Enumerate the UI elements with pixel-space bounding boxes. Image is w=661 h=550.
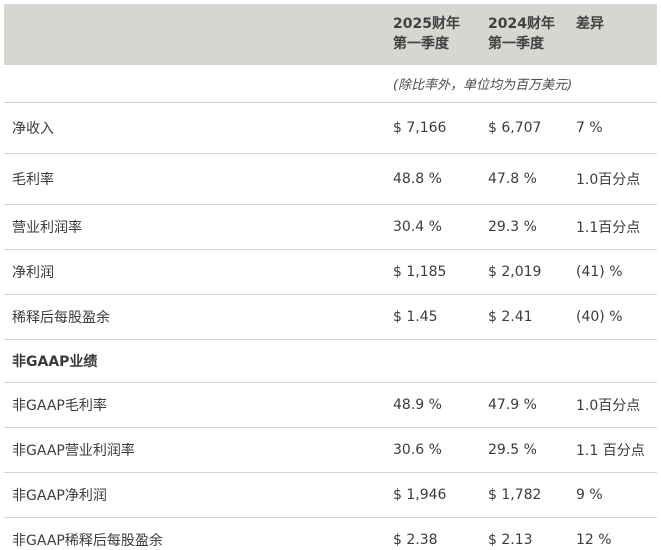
row-label: 非GAAP营业利润率 <box>4 427 385 473</box>
value-fy2024: 29.5 % <box>480 427 568 473</box>
value-fy2024: $ 2,019 <box>480 249 568 295</box>
value-diff: 1.0百分点 <box>568 382 657 428</box>
value-fy2024: $ 2.13 <box>480 517 568 550</box>
value-fy2025: 48.9 % <box>385 382 480 428</box>
table-section-row: 非GAAP业绩 <box>4 339 657 383</box>
header-empty-cell <box>4 4 385 65</box>
units-note-empty-cell <box>4 64 385 103</box>
value-fy2025: $ 1,946 <box>385 472 480 518</box>
value-fy2025: $ 1,185 <box>385 249 480 295</box>
table-row: 非GAAP营业利润率 30.6 % 29.5 % 1.1 百分点 <box>4 427 657 473</box>
value-fy2024: 47.8 % <box>480 153 568 205</box>
value-diff: (41) % <box>568 249 657 295</box>
row-label: 营业利润率 <box>4 204 385 250</box>
value-diff: 1.0百分点 <box>568 153 657 205</box>
header-fy2025-line1: 2025财年 <box>393 16 460 32</box>
table-row: 净收入 $ 7,166 $ 6,707 7 % <box>4 102 657 154</box>
value-fy2025: 48.8 % <box>385 153 480 205</box>
value-fy2024: $ 1,782 <box>480 472 568 518</box>
table-row: 非GAAP稀释后每股盈余 $ 2.38 $ 2.13 12 % <box>4 517 657 550</box>
section-label: 非GAAP业绩 <box>4 339 657 383</box>
row-label: 非GAAP毛利率 <box>4 382 385 428</box>
table-row: 毛利率 48.8 % 47.8 % 1.0百分点 <box>4 153 657 205</box>
value-fy2025: $ 1.45 <box>385 294 480 340</box>
table-row: 营业利润率 30.4 % 29.3 % 1.1百分点 <box>4 204 657 250</box>
value-fy2024: 29.3 % <box>480 204 568 250</box>
value-diff: 12 % <box>568 517 657 550</box>
value-fy2025: $ 7,166 <box>385 102 480 154</box>
units-note: (除比率外，单位均为百万美元) <box>385 64 657 103</box>
table-row: 非GAAP毛利率 48.9 % 47.9 % 1.0百分点 <box>4 382 657 428</box>
row-label: 毛利率 <box>4 153 385 205</box>
header-fy2025-q1: 2025财年 第一季度 <box>385 4 480 65</box>
header-fy2025-line2: 第一季度 <box>393 36 449 53</box>
header-diff: 差异 <box>568 4 657 65</box>
table-row: 非GAAP净利润 $ 1,946 $ 1,782 9 % <box>4 472 657 518</box>
table-header-row: 2025财年 第一季度 2024财年 第一季度 差异 <box>4 4 657 65</box>
value-fy2025: 30.4 % <box>385 204 480 250</box>
value-diff: 7 % <box>568 102 657 154</box>
row-label: 非GAAP稀释后每股盈余 <box>4 517 385 550</box>
value-diff: 1.1 百分点 <box>568 427 657 473</box>
value-diff: 1.1百分点 <box>568 204 657 250</box>
header-fy2024-line1: 2024财年 <box>488 16 555 32</box>
row-label: 净收入 <box>4 102 385 154</box>
value-diff: (40) % <box>568 294 657 340</box>
value-fy2024: $ 2.41 <box>480 294 568 340</box>
value-fy2024: 47.9 % <box>480 382 568 428</box>
financial-results-table: 2025财年 第一季度 2024财年 第一季度 差异 (除比率外，单位均为百万美… <box>4 4 657 550</box>
value-fy2025: $ 2.38 <box>385 517 480 550</box>
header-fy2024-q1: 2024财年 第一季度 <box>480 4 568 65</box>
header-fy2024-line2: 第一季度 <box>488 36 544 53</box>
row-label: 稀释后每股盈余 <box>4 294 385 340</box>
units-note-row: (除比率外，单位均为百万美元) <box>4 64 657 103</box>
table-row: 稀释后每股盈余 $ 1.45 $ 2.41 (40) % <box>4 294 657 340</box>
value-diff: 9 % <box>568 472 657 518</box>
row-label: 非GAAP净利润 <box>4 472 385 518</box>
value-fy2025: 30.6 % <box>385 427 480 473</box>
table-row: 净利润 $ 1,185 $ 2,019 (41) % <box>4 249 657 295</box>
value-fy2024: $ 6,707 <box>480 102 568 154</box>
row-label: 净利润 <box>4 249 385 295</box>
